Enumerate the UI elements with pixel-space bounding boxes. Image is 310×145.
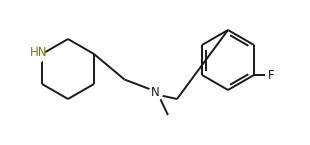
Text: F: F bbox=[268, 68, 275, 81]
Text: HN: HN bbox=[30, 47, 48, 59]
Text: N: N bbox=[151, 87, 159, 99]
